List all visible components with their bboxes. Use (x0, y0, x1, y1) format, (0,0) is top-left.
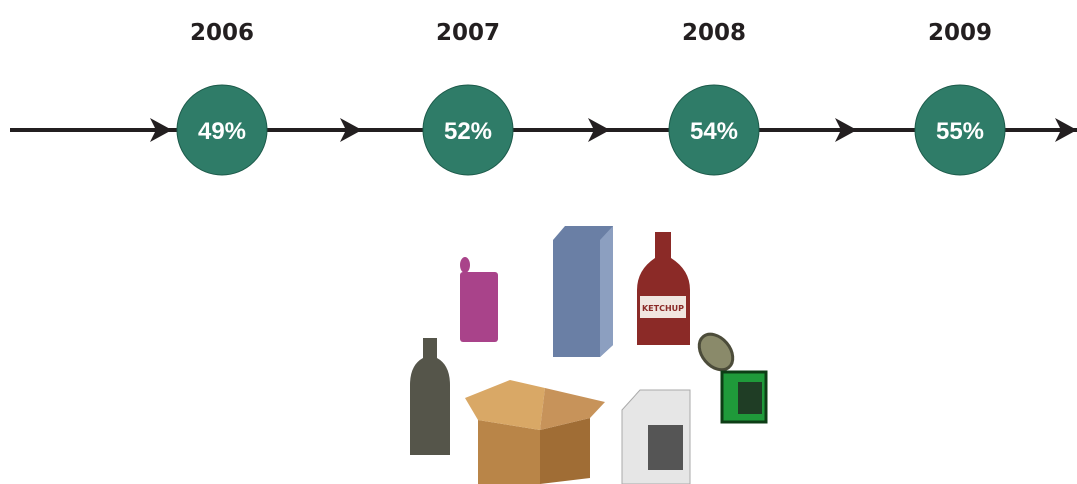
can-inside (738, 382, 762, 414)
year-label: 2006 (190, 20, 254, 46)
year-label: 2007 (436, 20, 500, 46)
box-front (478, 420, 540, 484)
ketchup-label: KETCHUP (642, 304, 684, 313)
timeline-infographic: 2006 49% 2007 52% 2008 54% 2009 55% KETCHUP (0, 0, 1077, 484)
carton-window (648, 425, 683, 470)
pink-can (460, 272, 498, 342)
value-label: 54% (690, 118, 738, 145)
value-label: 49% (198, 118, 246, 145)
can-tab (460, 257, 470, 273)
recycling-illustration: KETCHUP (410, 226, 766, 484)
value-label: 52% (444, 118, 492, 145)
can-lid (692, 328, 739, 377)
glass-bottle (410, 338, 450, 455)
carton-side (600, 226, 613, 357)
year-label: 2008 (682, 20, 746, 46)
box-flap (465, 380, 545, 430)
timeline-items: 2006 49% 2007 52% 2008 54% 2009 55% (177, 20, 1005, 175)
value-label: 55% (936, 118, 984, 145)
year-label: 2009 (928, 20, 992, 46)
ketchup-bottle (637, 232, 690, 345)
